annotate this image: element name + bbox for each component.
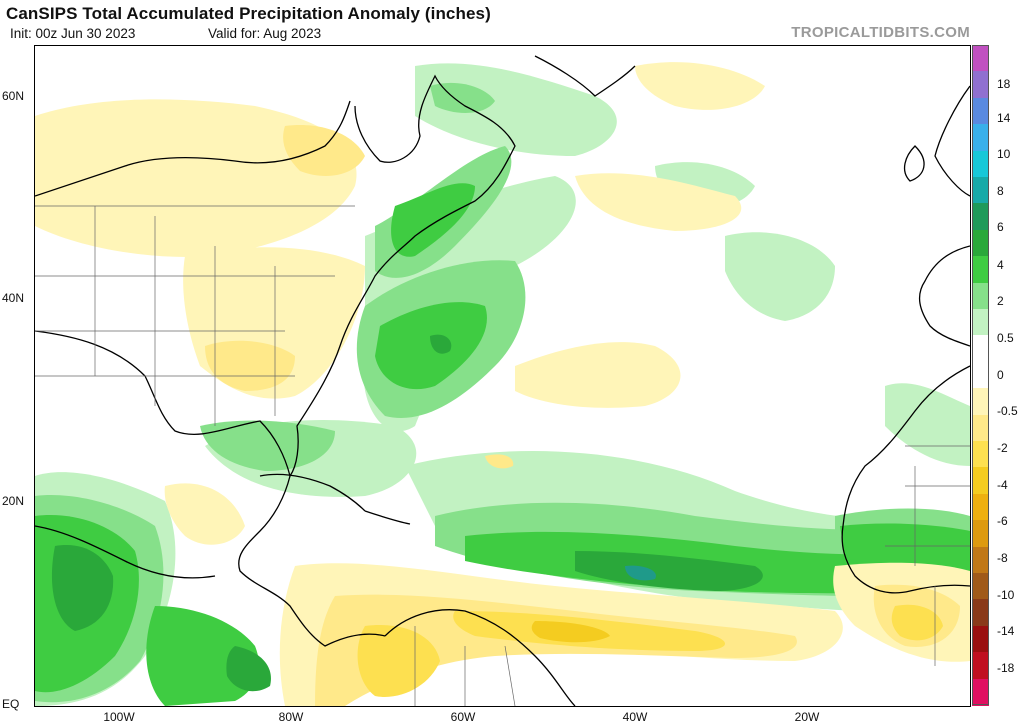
valid-time: Valid for: Aug 2023	[208, 26, 322, 41]
teal-anomaly	[625, 565, 656, 581]
colorbar-segment	[972, 361, 989, 389]
map-layers	[35, 55, 970, 706]
lat-label-eq: EQ	[2, 697, 20, 711]
lon-label-40w: 40W	[622, 710, 648, 724]
colorbar-segment	[972, 441, 989, 468]
colorbar-label: 14	[997, 111, 1011, 125]
colorbar-label: -6	[997, 514, 1008, 528]
political-boundaries	[35, 205, 970, 706]
lon-label-20w: 20W	[794, 710, 820, 724]
init-time: Init: 00z Jun 30 2023	[10, 26, 136, 41]
precipitation-map	[34, 45, 971, 707]
colorbar-label: 18	[997, 77, 1011, 91]
lon-label-100w: 100W	[103, 710, 135, 724]
colorbar-segment	[972, 414, 989, 442]
colorbar-label: 4	[997, 258, 1004, 272]
colorbar-segment	[972, 45, 989, 72]
colorbar	[972, 45, 989, 706]
colorbar-label: -0.5	[997, 404, 1018, 418]
colorbar-segment	[972, 493, 989, 521]
lat-label-60n: 60N	[2, 89, 25, 103]
colorbar-segment	[972, 520, 989, 548]
dark-green-anomaly	[51, 334, 763, 692]
colorbar-segment	[972, 177, 989, 204]
brand-watermark[interactable]: TROPICALTIDBITS.COM	[791, 24, 970, 41]
colorbar-label: 10	[997, 147, 1011, 161]
colorbar-segment	[972, 203, 989, 231]
colorbar-label: -10	[997, 588, 1015, 602]
colorbar-segment	[972, 388, 989, 416]
colorbar-label: -18	[997, 661, 1015, 675]
colorbar-label: 0	[997, 368, 1004, 382]
colorbar-label: 2	[997, 294, 1004, 308]
colorbar-segment	[972, 599, 989, 627]
map-title: CanSIPS Total Accumulated Precipitation …	[6, 4, 491, 23]
orange-anomaly	[531, 621, 610, 643]
colorbar-segment	[972, 97, 989, 125]
colorbar-segment	[972, 678, 989, 706]
colorbar-segment	[972, 467, 989, 495]
colorbar-segment	[972, 573, 989, 600]
colorbar-label: 6	[997, 220, 1004, 234]
colorbar-segment	[972, 309, 989, 336]
colorbar-label: -4	[997, 478, 1008, 492]
colorbar-segment	[972, 282, 989, 310]
lon-label-80w: 80W	[278, 710, 304, 724]
colorbar-label: -8	[997, 551, 1008, 565]
lat-label-40n: 40N	[2, 291, 25, 305]
land-outlines	[35, 55, 970, 706]
colorbar-segment	[972, 124, 989, 152]
yellow-anomaly	[205, 125, 960, 706]
colorbar-label: 0.5	[997, 331, 1014, 345]
colorbar-segment	[972, 652, 989, 680]
colorbar-segment	[972, 335, 989, 363]
colorbar-segment	[972, 625, 989, 653]
colorbar-segment	[972, 256, 989, 284]
colorbar-segment	[972, 229, 989, 257]
lon-label-60w: 60W	[450, 710, 476, 724]
pale-yellow-anomaly	[35, 62, 970, 706]
colorbar-label: 8	[997, 184, 1004, 198]
colorbar-segment	[972, 150, 989, 178]
colorbar-label: -2	[997, 441, 1008, 455]
lat-label-20n: 20N	[2, 494, 25, 508]
colorbar-segment	[972, 546, 989, 574]
colorbar-segment	[972, 71, 989, 99]
colorbar-label: -14	[997, 624, 1015, 638]
